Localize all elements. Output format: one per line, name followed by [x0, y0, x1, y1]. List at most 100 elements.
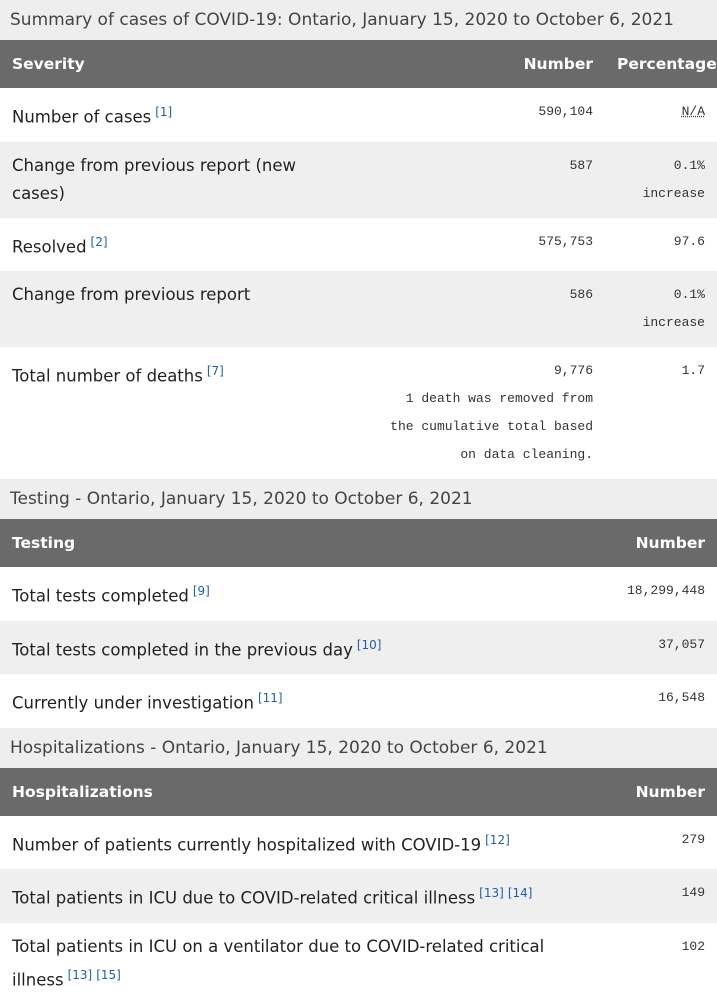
- number-cell: 587: [360, 142, 605, 218]
- header-cell: Number: [600, 768, 717, 816]
- number-cell: 37,057: [600, 621, 717, 675]
- row-label: Number of patients currently hospitalize…: [0, 816, 600, 870]
- reference-link[interactable]: [7]: [207, 364, 224, 378]
- percentage-cell: 97.6: [605, 218, 717, 272]
- label-text: Resolved: [12, 237, 87, 256]
- table-caption: Hospitalizations - Ontario, January 15, …: [0, 728, 717, 768]
- number-value: 18,299,448: [612, 577, 705, 605]
- table-row: Number of patients currently hospitalize…: [0, 816, 717, 870]
- table-row: Number of cases [1] 590,104 N/A: [0, 88, 717, 142]
- table-body: Number of patients currently hospitalize…: [0, 816, 717, 1004]
- number-cell: 590,104: [360, 88, 605, 142]
- row-label: Number of cases [1]: [0, 88, 360, 142]
- page: Summary of cases of COVID-19: Ontario, J…: [0, 0, 717, 917]
- number-value: 37,057: [612, 631, 705, 659]
- number-cell: 149: [600, 869, 717, 923]
- row-label: Total tests completed [9]: [0, 567, 600, 621]
- percentage-value: 97.6: [674, 228, 705, 256]
- reference-link[interactable]: [10]: [357, 638, 382, 652]
- percentage-cell: 1.7: [605, 347, 717, 479]
- row-label: Change from previous report: [0, 271, 360, 347]
- number-value: 102: [612, 933, 705, 961]
- label-text: Number of cases: [12, 108, 151, 127]
- data-table: Testing - Ontario, January 15, 2020 to O…: [0, 479, 717, 728]
- table-row: Currently under investigation [11] 16,548: [0, 674, 717, 728]
- label-text: Change from previous report: [12, 285, 250, 304]
- table-row: Change from previous report 586 0.1% incre…: [0, 271, 717, 347]
- reference-link[interactable]: [15]: [96, 968, 121, 982]
- header-cell: Severity: [0, 40, 360, 88]
- table-row: Total tests completed in the previous da…: [0, 621, 717, 675]
- reference-link[interactable]: [9]: [193, 584, 210, 598]
- label-text: Currently under investigation: [12, 694, 254, 713]
- row-label: Total number of deaths [7]: [0, 347, 360, 479]
- number-value: 149: [612, 879, 705, 907]
- number-value: 16,548: [612, 684, 705, 712]
- table-row: Total tests completed [9] 18,299,448: [0, 567, 717, 621]
- row-label: Total patients in ICU due to COVID-relat…: [0, 869, 600, 923]
- table-body: Number of cases [1] 590,104 N/A Change from …: [0, 88, 717, 479]
- row-label: Total patients in ICU on a ventilator du…: [0, 923, 600, 1004]
- number-value: 590,104: [372, 98, 593, 126]
- number-cell: 102: [600, 923, 717, 1004]
- number-cell: 279: [600, 816, 717, 870]
- label-text: Number of patients currently hospitalize…: [12, 835, 481, 854]
- label-text: Total number of deaths: [12, 367, 203, 386]
- header-cell: Percentage: [605, 40, 717, 88]
- label-text: Total tests completed in the previous da…: [12, 640, 353, 659]
- row-label: Currently under investigation [11]: [0, 674, 600, 728]
- percentage-cell: 0.1% increase: [605, 271, 717, 347]
- header-cell: Testing: [0, 519, 600, 567]
- header-cell: Hospitalizations: [0, 768, 600, 816]
- percentage-cell: N/A: [605, 88, 717, 142]
- percentage-cell: 0.1% increase: [605, 142, 717, 218]
- header-cell: Number: [600, 519, 717, 567]
- table-row: Total patients in ICU due to COVID-relat…: [0, 869, 717, 923]
- reference-link[interactable]: [1]: [155, 105, 172, 119]
- percentage-value: 0.1% increase: [635, 281, 705, 337]
- table-row: Change from previous report (new cases) 5…: [0, 142, 717, 218]
- reference-link[interactable]: [13]: [68, 968, 93, 982]
- table-row: Total patients in ICU on a ventilator du…: [0, 923, 717, 1004]
- number-cell: 16,548: [600, 674, 717, 728]
- number-value: 586: [372, 281, 593, 309]
- number-cell: 575,753: [360, 218, 605, 272]
- number-value: 587: [372, 152, 593, 180]
- data-table: Hospitalizations - Ontario, January 15, …: [0, 728, 717, 1004]
- row-label: Total tests completed in the previous da…: [0, 621, 600, 675]
- row-label: Change from previous report (new cases): [0, 142, 360, 218]
- reference-link[interactable]: [11]: [258, 691, 283, 705]
- reference-link[interactable]: [13]: [479, 886, 504, 900]
- number-cell: 18,299,448: [600, 567, 717, 621]
- data-table: Summary of cases of COVID-19: Ontario, J…: [0, 0, 717, 479]
- table-row: Resolved [2] 575,753 97.6: [0, 218, 717, 272]
- label-text: Total patients in ICU due to COVID-relat…: [12, 889, 475, 908]
- table-caption: Testing - Ontario, January 15, 2020 to O…: [0, 479, 717, 519]
- number-value: 9,776: [372, 357, 593, 385]
- percentage-value: N/A: [682, 104, 705, 119]
- reference-link[interactable]: [14]: [508, 886, 533, 900]
- reference-link[interactable]: [2]: [91, 235, 108, 249]
- number-value: 575,753: [372, 228, 593, 256]
- table-caption: Summary of cases of COVID-19: Ontario, J…: [0, 0, 717, 40]
- header-cell: Number: [360, 40, 605, 88]
- number-value: 279: [612, 826, 705, 854]
- number-cell: 586: [360, 271, 605, 347]
- label-text: Change from previous report (new cases): [12, 156, 296, 203]
- label-text: Total tests completed: [12, 587, 189, 606]
- row-label: Resolved [2]: [0, 218, 360, 272]
- reference-link[interactable]: [12]: [485, 833, 510, 847]
- percentage-value: 0.1% increase: [635, 152, 705, 208]
- number-note: 1 death was removed from the cumulative …: [382, 385, 593, 469]
- percentage-value: 1.7: [682, 357, 705, 385]
